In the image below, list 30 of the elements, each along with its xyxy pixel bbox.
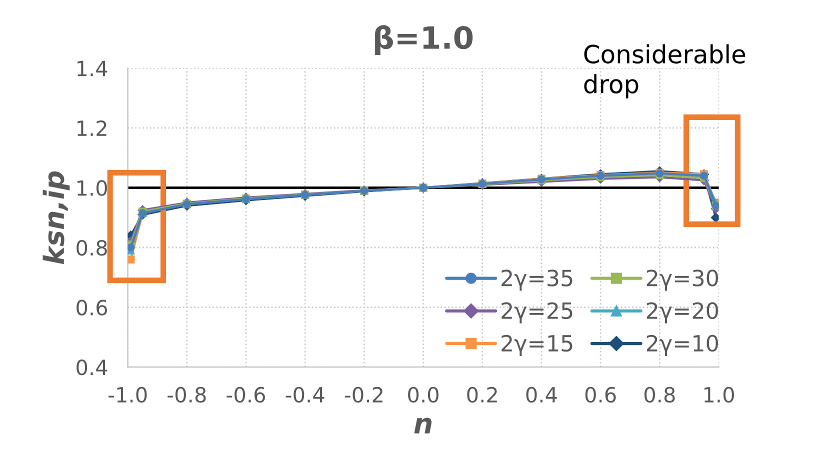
y-tick-label: 0.8 [76, 240, 107, 256]
x-tick-label: 0.6 [585, 386, 616, 403]
legend-label: 2γ=30 [646, 270, 718, 291]
x-tick-label: 0.0 [408, 386, 438, 403]
legend-label: 2γ=15 [502, 334, 572, 356]
y-tick-label: 1.4 [78, 60, 108, 76]
x-tick-label: 1.0 [704, 386, 734, 403]
x-tick-label: -0.6 [226, 386, 266, 403]
y-axis-title: ksn,ip [42, 171, 70, 264]
x-tick-label: -0.2 [344, 386, 382, 403]
point [128, 244, 135, 252]
x-tick-label: 0.4 [526, 386, 557, 403]
chart-title: β=1.0 [375, 25, 473, 56]
x-tick-label: -0.8 [168, 386, 206, 403]
x-axis-title: n [414, 418, 432, 434]
point [128, 255, 135, 264]
x-tick-label: 0.8 [644, 386, 675, 403]
legend-label: 2γ=25 [502, 302, 572, 324]
point [710, 212, 719, 223]
annotation: Considerable drop [584, 44, 746, 98]
legend-label: 2γ=20 [646, 302, 718, 324]
x-tick-label: -0.4 [286, 386, 324, 403]
y-tick-label: 0.6 [76, 300, 108, 316]
y-tick-label: 1.0 [78, 180, 107, 196]
legend-label: 2γ=10 [646, 334, 718, 356]
y-tick-label: 1.2 [78, 120, 106, 136]
x-tick-label: -1.0 [108, 386, 147, 403]
y-tick-label: 0.4 [76, 360, 108, 376]
x-tick-label: 0.2 [467, 386, 497, 403]
legend-label: 2γ=35 [502, 270, 572, 291]
